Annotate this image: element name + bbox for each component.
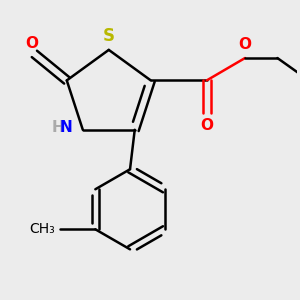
Text: O: O <box>238 37 251 52</box>
Text: H: H <box>51 120 64 135</box>
Text: CH₃: CH₃ <box>30 222 55 236</box>
Text: N: N <box>59 120 72 135</box>
Text: O: O <box>25 36 38 51</box>
Text: O: O <box>200 118 213 133</box>
Text: S: S <box>103 27 115 45</box>
